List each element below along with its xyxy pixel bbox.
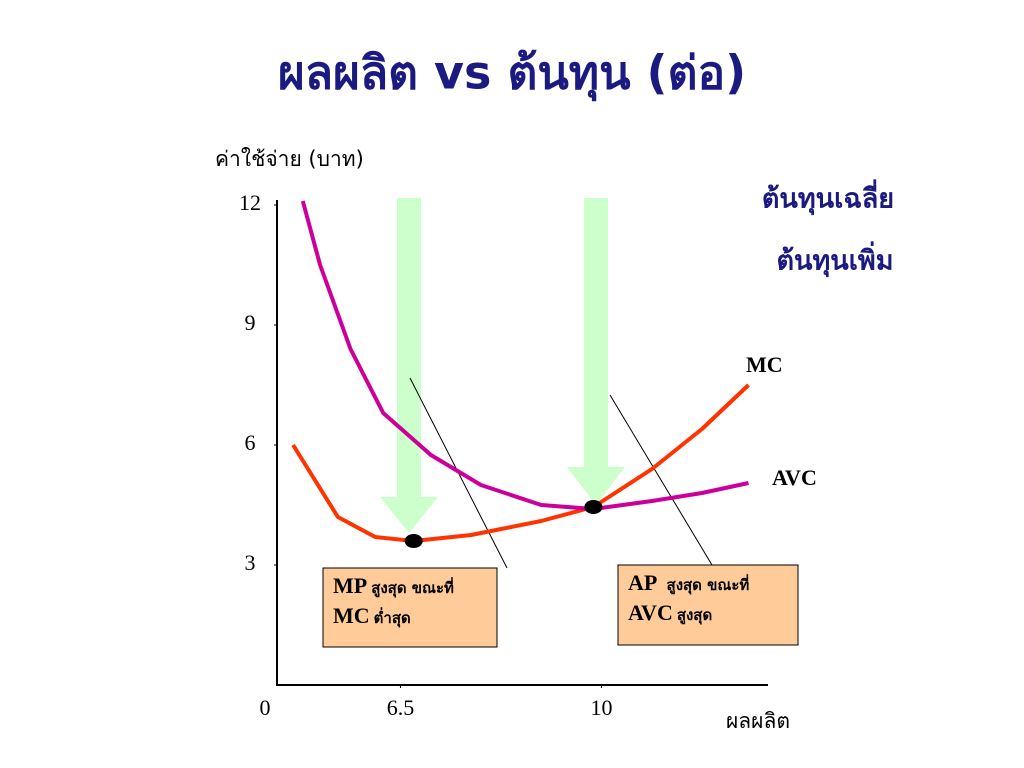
series-line	[300, 200, 749, 511]
annotation-term: MP	[333, 573, 367, 598]
annotation-box	[322, 567, 498, 648]
x-tick-label: 6.5	[387, 695, 415, 720]
arrow-head	[380, 497, 438, 533]
arrows	[380, 198, 625, 533]
annotation-thai: ต่ำสุด	[374, 607, 411, 628]
annotation-term: MC	[333, 603, 370, 628]
side-label: ต้นทุนเฉลี่ย	[762, 179, 894, 216]
annotation-thai: สูงสุด	[677, 606, 712, 625]
arrow-shaft	[584, 198, 608, 468]
y-axis-label: ค่าใช้จ่าย (บาท)	[215, 147, 364, 171]
y-tick-label: 6	[245, 430, 256, 455]
marker	[404, 534, 423, 548]
y-tick-label: 3	[245, 550, 256, 575]
annotation-text: AP สูงสุด ขณะที่	[628, 570, 749, 595]
annotation-term: AP	[628, 570, 657, 595]
series-label: MC	[746, 352, 783, 377]
y-tick-label: 12	[239, 190, 261, 215]
marker	[584, 500, 603, 514]
y-tick-label: 9	[245, 310, 256, 335]
arrow-head	[567, 467, 625, 505]
annotation-box	[617, 564, 799, 646]
series-line	[291, 383, 750, 543]
origin-label: 0	[260, 695, 271, 720]
annotation-text: AVC สูงสุด	[628, 600, 712, 625]
x-tick-label: 10	[590, 695, 612, 720]
title: ผลผลิต vs ต้นทุน (ต่อ)	[278, 46, 746, 102]
side-label: ต้นทุนเพิ่ม	[776, 241, 893, 278]
leader-line	[609, 394, 713, 566]
arrow-shaft	[397, 198, 421, 498]
x-axis-label: ผลผลิต	[726, 709, 790, 733]
annotation-term: AVC	[628, 600, 673, 625]
annotation-thai: สูงสุด ขณะที่	[661, 574, 749, 595]
annotation-text: MC ต่ำสุด	[333, 603, 411, 628]
annotation-thai: สูงสุด ขณะที่	[371, 577, 454, 598]
annotation-text: MP สูงสุด ขณะที่	[333, 573, 454, 598]
series-label: AVC	[772, 465, 817, 490]
